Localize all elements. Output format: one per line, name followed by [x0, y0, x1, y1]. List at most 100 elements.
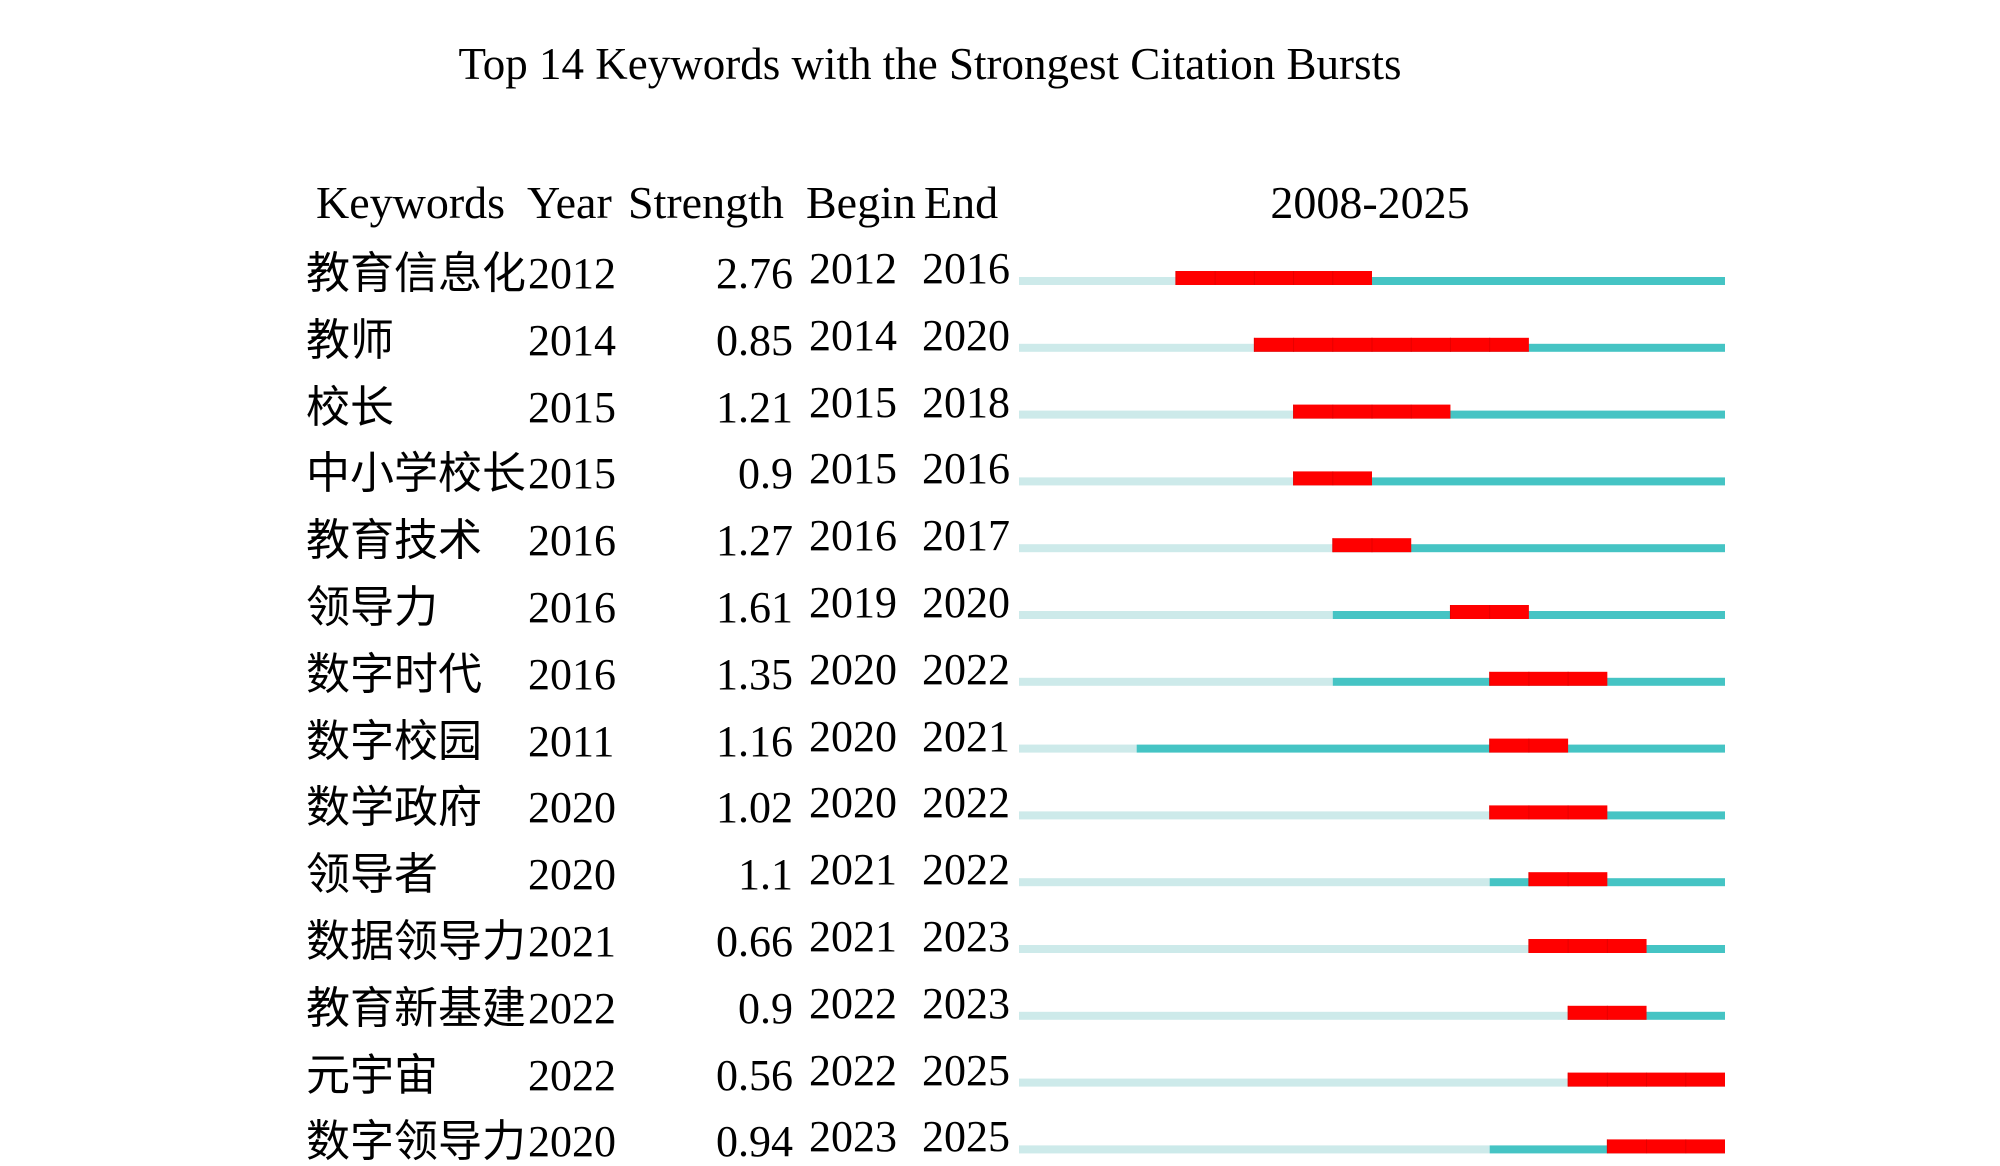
bar-active — [1332, 611, 1725, 619]
burst-segment — [1646, 1139, 1686, 1154]
burst-segment — [1568, 872, 1608, 887]
cell-begin: 2016 — [809, 511, 897, 561]
burst-segment — [1568, 671, 1608, 686]
bar-active — [1293, 410, 1725, 419]
cell-keyword: 领导者 — [306, 850, 438, 900]
cell-year: 2012 — [528, 249, 616, 298]
cell-strength: 1.27 — [716, 516, 793, 566]
cell-strength: 1.21 — [716, 382, 793, 432]
burst-segment — [1685, 1139, 1725, 1154]
header-keywords: Keywords — [316, 177, 506, 228]
header-begin: Begin — [806, 177, 916, 228]
cell-end: 2018 — [922, 377, 1010, 427]
cell-end: 2016 — [922, 444, 1010, 494]
bar-active — [1175, 277, 1725, 285]
cell-begin: 2015 — [809, 444, 897, 494]
chart-title: Top 14 Keywords with the Strongest Citat… — [458, 39, 1402, 89]
cell-end: 2017 — [922, 511, 1010, 561]
cell-year: 2022 — [528, 983, 616, 1033]
bar-before-year — [1019, 811, 1490, 820]
burst-segment — [1489, 671, 1529, 686]
burst-segment — [1450, 337, 1490, 352]
cell-end: 2020 — [922, 578, 1010, 627]
burst-segment — [1489, 805, 1529, 820]
burst-segment — [1175, 271, 1216, 285]
bar-before-year — [1019, 477, 1294, 486]
cell-keyword: 数字领导力 — [306, 1117, 526, 1166]
burst-segment — [1489, 605, 1529, 619]
bar-before-year — [1019, 744, 1137, 753]
burst-segment — [1685, 1072, 1725, 1087]
burst-segment — [1489, 738, 1529, 753]
cell-strength: 1.02 — [716, 783, 793, 833]
cell-end: 2025 — [922, 1045, 1010, 1095]
cell-end: 2016 — [922, 244, 1010, 293]
burst-segment — [1293, 471, 1333, 486]
cell-year: 2020 — [528, 783, 616, 833]
burst-segment — [1293, 404, 1333, 419]
burst-segment — [1528, 805, 1569, 820]
burst-segment — [1254, 337, 1294, 352]
cell-strength: 1.35 — [716, 649, 793, 699]
cell-year: 2015 — [528, 449, 616, 499]
cell-end: 2023 — [922, 912, 1010, 961]
cell-strength: 0.66 — [716, 917, 793, 966]
bar-active — [1136, 744, 1725, 753]
burst-segment — [1215, 271, 1255, 285]
burst-segment — [1646, 1072, 1686, 1087]
cell-year: 2020 — [528, 850, 616, 900]
cell-strength: 0.85 — [716, 315, 793, 365]
cell-end: 2020 — [922, 310, 1010, 360]
burst-segment — [1411, 404, 1451, 419]
cell-strength: 1.61 — [716, 583, 793, 632]
cell-year: 2015 — [528, 382, 616, 432]
burst-segment — [1372, 538, 1412, 553]
cell-keyword: 领导力 — [306, 583, 438, 632]
cell-strength: 1.16 — [716, 716, 793, 766]
burst-segment — [1254, 271, 1294, 285]
timeline-label: 2008-2025 — [1270, 177, 1470, 228]
burst-segment — [1568, 805, 1608, 820]
burst-segment — [1568, 1005, 1608, 1020]
burst-segment — [1607, 1005, 1647, 1020]
burst-segment — [1528, 872, 1569, 887]
burst-segment — [1568, 939, 1608, 953]
cell-year: 2014 — [528, 315, 616, 365]
burst-segment — [1607, 939, 1647, 953]
bar-before-year — [1019, 544, 1333, 553]
cell-begin: 2020 — [809, 711, 897, 761]
cell-end: 2022 — [922, 778, 1010, 828]
header-strength: Strength — [628, 177, 784, 228]
bar-before-year — [1019, 1011, 1569, 1020]
cell-begin: 2020 — [809, 644, 897, 694]
bar-before-year — [1019, 343, 1255, 352]
burst-segment — [1332, 404, 1372, 419]
cell-keyword: 教育信息化 — [306, 249, 526, 298]
header-year: Year — [527, 177, 612, 228]
burst-segment — [1293, 337, 1333, 352]
burst-segment — [1332, 538, 1372, 553]
burst-segment — [1332, 271, 1372, 285]
burst-segment — [1372, 404, 1412, 419]
cell-strength: 0.56 — [716, 1050, 793, 1100]
burst-segment — [1411, 337, 1451, 352]
cell-begin: 2021 — [809, 912, 897, 961]
cell-keyword: 数学政府 — [306, 783, 482, 833]
burst-segment — [1489, 337, 1529, 352]
cell-strength: 0.94 — [716, 1117, 793, 1166]
burst-segment — [1372, 337, 1412, 352]
cell-keyword: 数字时代 — [306, 649, 482, 699]
cell-strength: 1.1 — [738, 850, 793, 900]
cell-keyword: 中小学校长 — [306, 449, 526, 499]
burst-segment — [1528, 939, 1569, 953]
cell-begin: 2021 — [809, 845, 897, 895]
cell-year: 2016 — [528, 649, 616, 699]
burst-segment — [1332, 337, 1372, 352]
burst-segment — [1568, 1072, 1608, 1087]
cell-keyword: 教育技术 — [306, 516, 482, 566]
burst-segment — [1450, 605, 1490, 619]
cell-keyword: 校长 — [306, 382, 394, 432]
bar-before-year — [1019, 611, 1333, 619]
cell-strength: 0.9 — [738, 983, 793, 1033]
